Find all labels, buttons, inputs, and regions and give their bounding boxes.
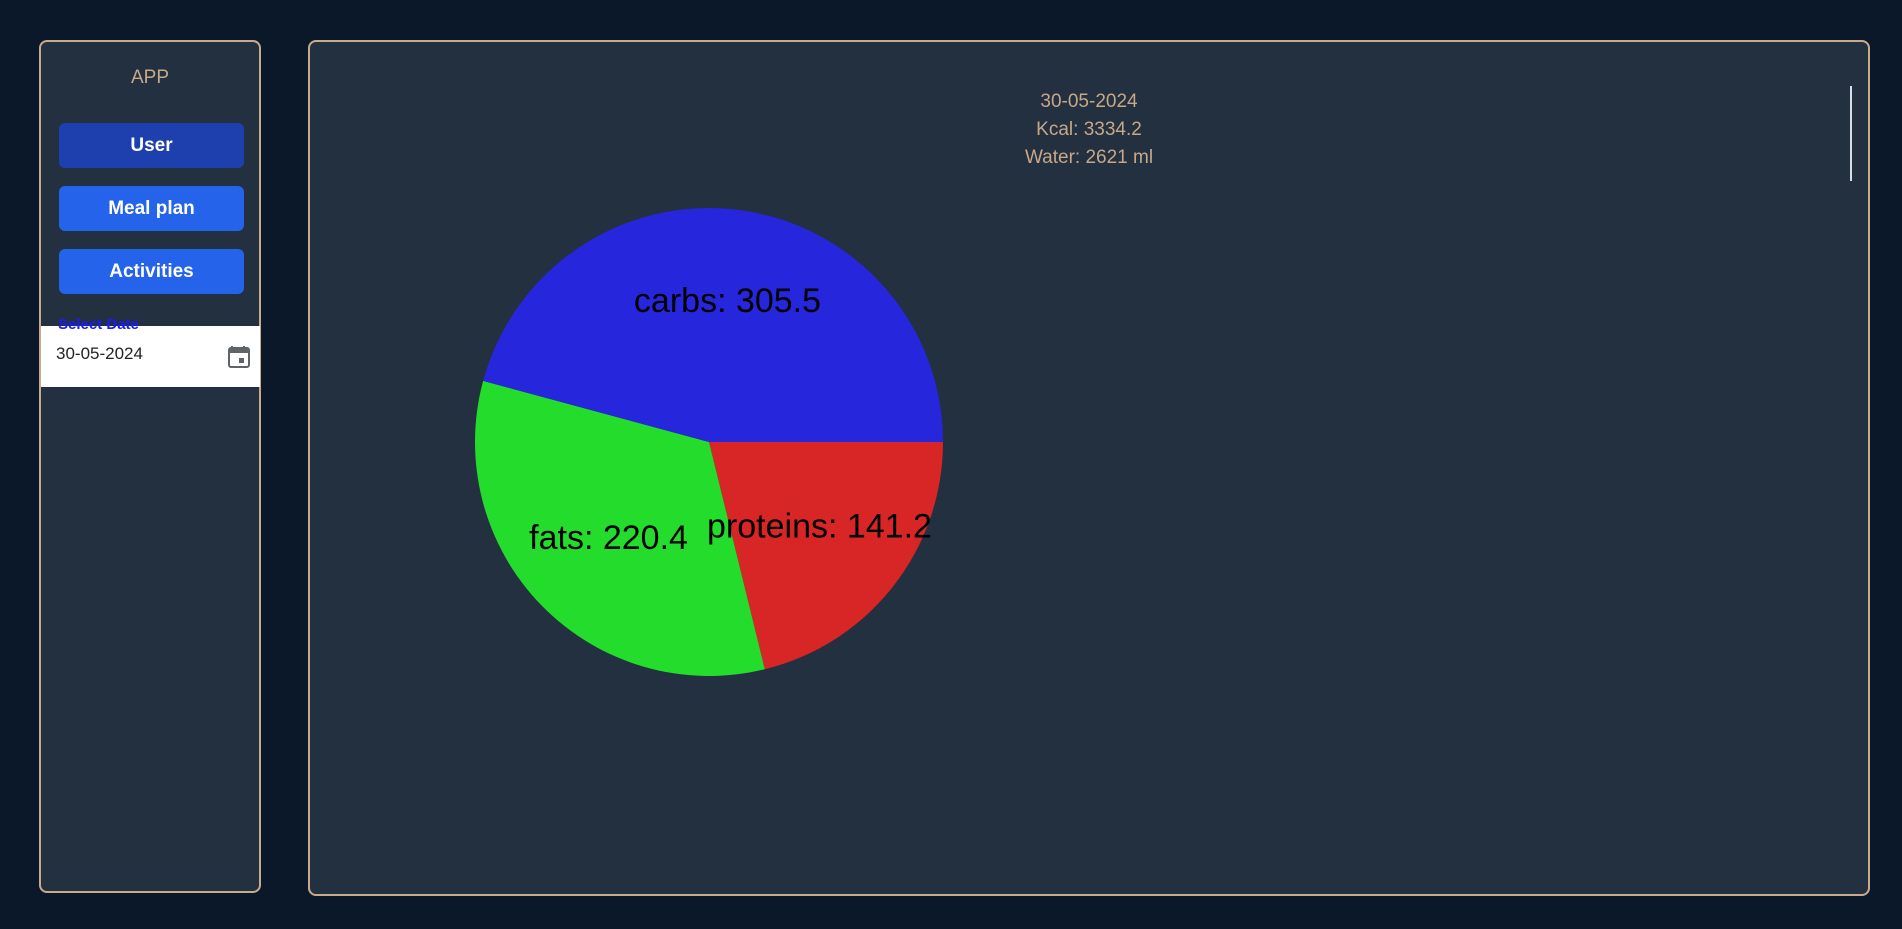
main-panel: 30-05-2024 Kcal: 3334.2 Water: 2621 ml c… bbox=[308, 40, 1870, 896]
macro-pie-chart: carbs: 305.5 fats: 220.4 proteins: 141.2 bbox=[474, 207, 943, 677]
scrollbar[interactable] bbox=[1850, 86, 1852, 181]
pie-label-carbs: carbs: 305.5 bbox=[634, 282, 821, 320]
pie-slice-carbs bbox=[483, 207, 943, 442]
summary-water: Water: 2621 ml bbox=[1024, 147, 1154, 168]
pie-slice-proteins bbox=[709, 442, 943, 670]
summary-date: 30-05-2024 bbox=[1040, 91, 1138, 112]
app-title: APP bbox=[130, 67, 170, 88]
pie-slice-fats bbox=[474, 380, 765, 677]
daily-summary: 30-05-2024 Kcal: 3334.2 Water: 2621 ml bbox=[310, 88, 1868, 172]
pie-label-proteins: proteins: 141.2 bbox=[707, 508, 932, 546]
user-button[interactable]: User bbox=[59, 123, 244, 168]
activities-button[interactable]: Activities bbox=[59, 249, 244, 294]
pie-label-fats: fats: 220.4 bbox=[529, 519, 688, 557]
date-picker-label: Select Date bbox=[58, 316, 139, 333]
date-input[interactable] bbox=[56, 344, 206, 364]
summary-kcal: Kcal: 3334.2 bbox=[1036, 119, 1142, 140]
sidebar: APP User Meal plan Activities Select Dat… bbox=[39, 40, 261, 893]
date-picker[interactable]: Select Date bbox=[41, 316, 260, 387]
calendar-icon[interactable] bbox=[227, 343, 251, 369]
meal-plan-button[interactable]: Meal plan bbox=[59, 186, 244, 231]
